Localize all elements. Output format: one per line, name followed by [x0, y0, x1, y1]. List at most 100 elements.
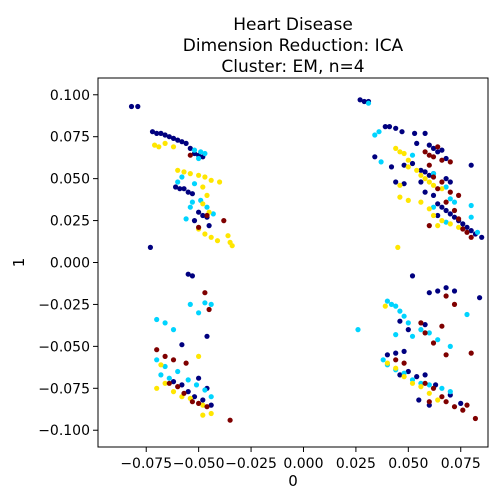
scatter-point — [204, 333, 210, 339]
scatter-point — [443, 219, 449, 225]
scatter-point — [177, 186, 183, 192]
scatter-point — [418, 179, 424, 185]
scatter-point — [202, 290, 208, 296]
scatter-point — [447, 159, 453, 165]
x-tick-label: −0.025 — [225, 456, 277, 472]
scatter-point — [468, 162, 474, 168]
scatter-point — [451, 214, 458, 220]
scatter-point — [435, 186, 441, 192]
scatter-point — [458, 400, 464, 406]
scatter-point — [185, 271, 191, 277]
scatter-point — [378, 159, 384, 165]
scatter-point — [196, 310, 202, 316]
scatter-point — [439, 385, 445, 391]
scatter-point — [397, 182, 403, 188]
scatter-point — [435, 223, 441, 229]
scatter-point — [397, 194, 403, 200]
scatter-point — [200, 212, 206, 219]
scatter-point — [147, 244, 153, 250]
scatter-point — [393, 179, 399, 185]
scatter-point — [361, 98, 367, 105]
scatter-point — [152, 142, 158, 148]
scatter-point — [430, 340, 437, 346]
scatter-point — [179, 342, 185, 348]
scatter-point — [447, 189, 453, 195]
scatter-point — [384, 298, 390, 304]
scatter-point — [196, 375, 202, 381]
y-tick-label: 0.075 — [50, 130, 90, 146]
scatter-point — [372, 154, 378, 160]
scatter-point — [227, 417, 233, 423]
scatter-point — [202, 150, 208, 157]
scatter-point — [447, 179, 453, 185]
scatter-point — [225, 233, 231, 239]
x-axis-ticks: −0.075 −0.050 −0.025 0.000 0.025 0.050 0.075 — [120, 447, 481, 472]
scatter-point — [456, 192, 462, 198]
scatter-point — [187, 171, 193, 177]
scatter-point — [170, 135, 177, 141]
scatter-point — [418, 172, 424, 178]
scatter-point — [401, 348, 407, 354]
scatter-point — [414, 140, 420, 146]
scatter-point — [365, 100, 372, 106]
scatter-point — [439, 323, 445, 329]
scatter-point — [443, 155, 449, 162]
scatter-point — [468, 214, 474, 220]
scatter-point — [439, 218, 445, 224]
scatter-point — [189, 199, 195, 205]
scatter-point — [439, 394, 445, 400]
scatter-point — [397, 318, 403, 324]
scatter-point — [443, 399, 449, 405]
scatter-point — [464, 229, 470, 235]
scatter-point — [409, 333, 416, 339]
scatter-point — [386, 124, 393, 130]
scatter-points — [128, 97, 485, 423]
scatter-point — [154, 130, 160, 136]
scatter-point — [426, 179, 432, 185]
scatter-point — [426, 223, 432, 229]
scatter-point — [426, 142, 432, 148]
scatter-point — [468, 228, 474, 234]
scatter-point — [401, 181, 407, 187]
scatter-point — [401, 162, 407, 168]
y-tick-label: −0.050 — [38, 339, 90, 355]
scatter-point — [183, 140, 189, 146]
scatter-point — [412, 130, 418, 136]
scatter-point — [468, 350, 474, 356]
scatter-point — [384, 360, 390, 366]
scatter-point — [426, 390, 432, 396]
scatter-point — [191, 394, 198, 400]
scatter-point — [191, 181, 198, 187]
scatter-point — [204, 404, 210, 410]
x-tick-label: 0.050 — [388, 456, 428, 472]
scatter-point — [170, 389, 177, 395]
chart-title-line: Cluster: EM, n=4 — [221, 57, 364, 77]
scatter-point — [191, 147, 198, 153]
scatter-point — [166, 375, 172, 381]
scatter-point — [388, 301, 395, 307]
scatter-point — [447, 389, 453, 395]
scatter-point — [179, 174, 185, 180]
scatter-point — [460, 221, 466, 227]
y-tick-label: 0.000 — [50, 256, 90, 272]
scatter-point — [401, 374, 407, 380]
scatter-point — [214, 238, 221, 244]
scatter-point — [426, 172, 432, 178]
scatter-point — [409, 160, 416, 167]
scatter-point — [451, 199, 458, 205]
scatter-point — [426, 399, 432, 405]
scatter-point — [196, 353, 202, 359]
y-axis-label: 1 — [10, 258, 28, 268]
scatter-point — [187, 301, 193, 307]
scatter-point — [200, 402, 206, 408]
scatter-point — [393, 350, 399, 356]
scatter-point — [208, 410, 214, 417]
scatter-point — [422, 380, 428, 386]
scatter-point — [418, 199, 424, 205]
y-tick-label: −0.100 — [38, 423, 90, 439]
scatter-point — [179, 382, 185, 388]
scatter-point — [479, 234, 485, 240]
scatter-point — [397, 308, 403, 314]
scatter-point — [181, 390, 187, 396]
